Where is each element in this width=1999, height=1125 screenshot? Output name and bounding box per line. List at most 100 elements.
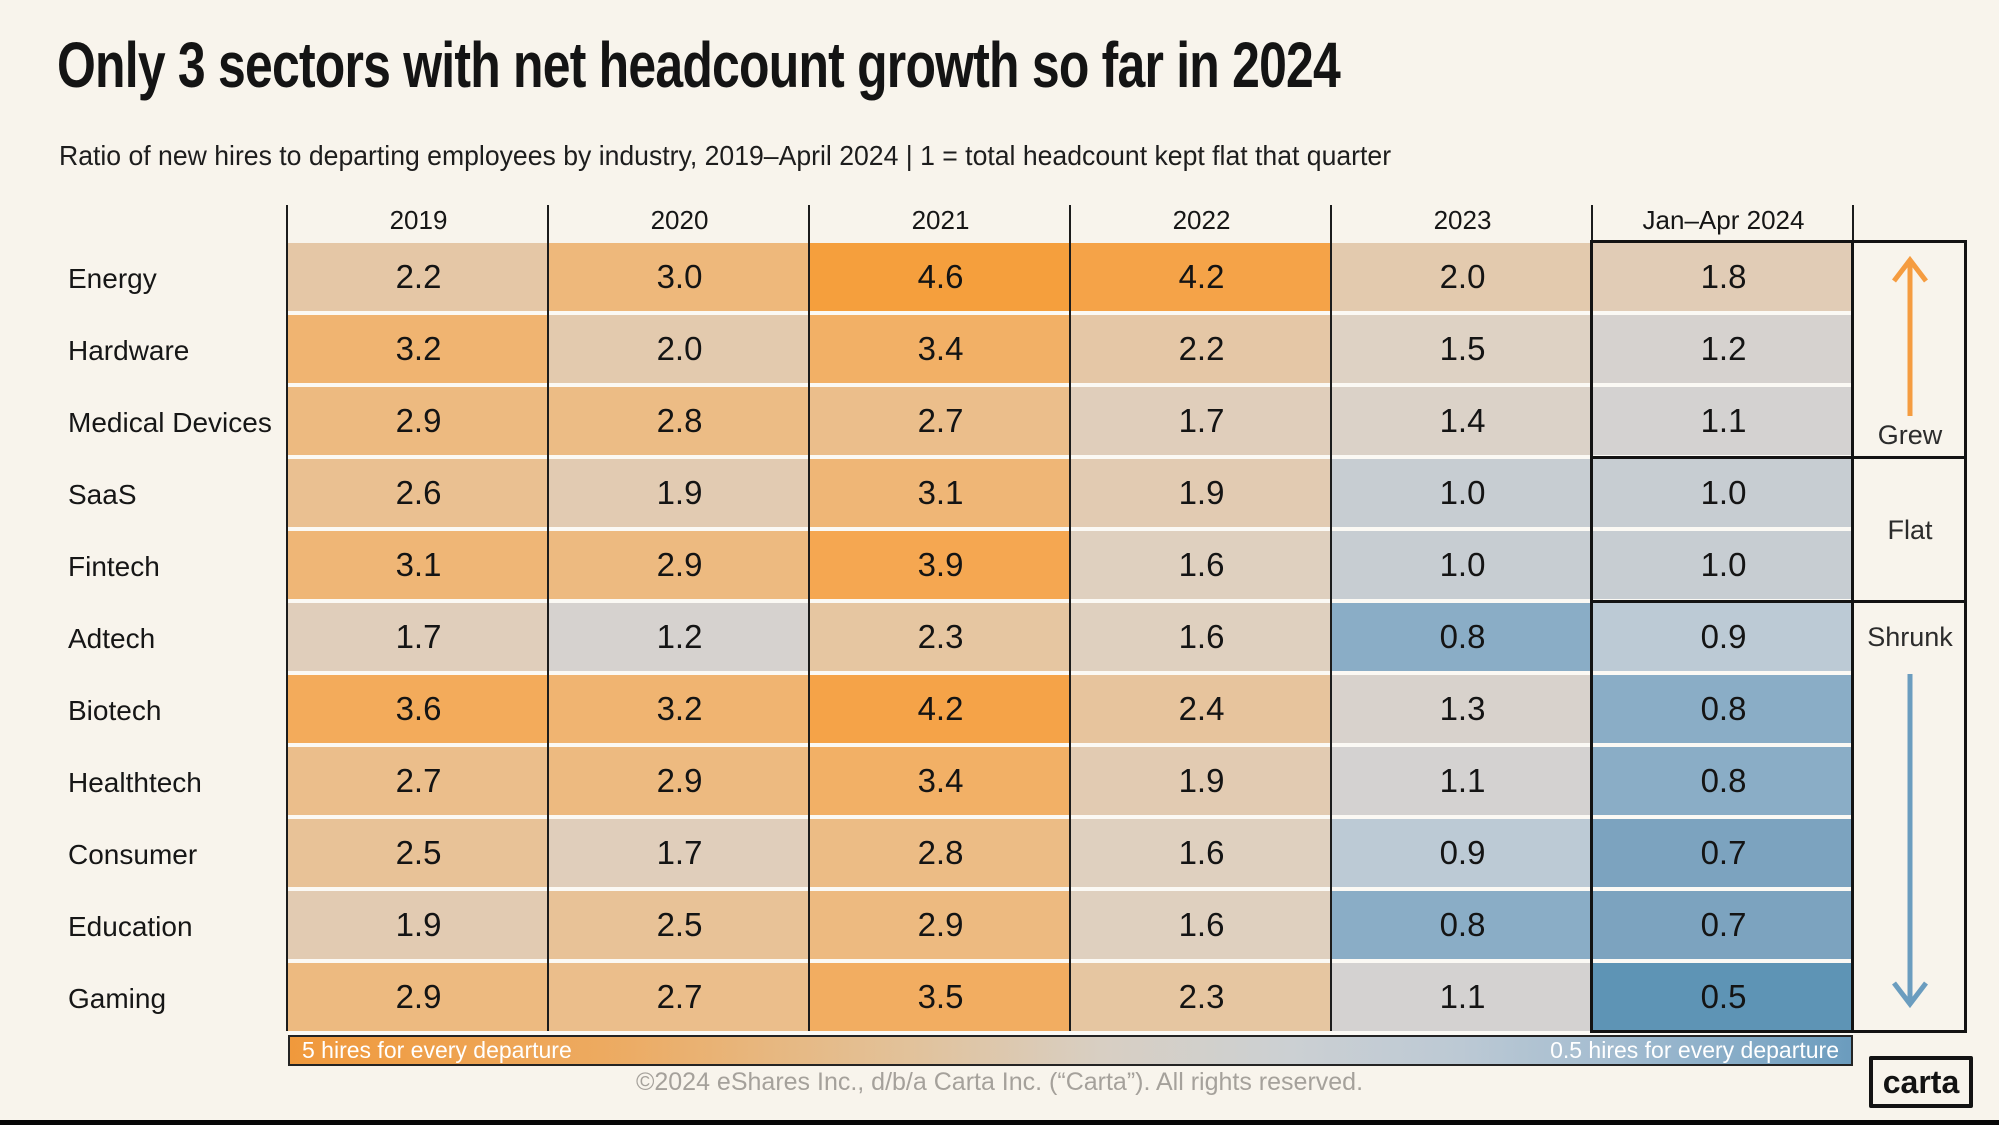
heatmap-cell-adtech-2022: 1.6	[1071, 603, 1332, 675]
heatmap-cell-hardware-2020: 2.0	[549, 315, 810, 387]
row-label-energy: Energy	[68, 263, 157, 294]
heatmap-cell-saas-jan-apr-2024: 1.0	[1593, 459, 1854, 531]
heatmap-cell-education-jan-apr-2024: 0.7	[1593, 891, 1854, 963]
row-label-saas: SaaS	[68, 479, 137, 510]
column-header-2020: 2020	[650, 205, 709, 235]
heatmap-cell-healthtech-jan-apr-2024: 0.8	[1593, 747, 1854, 819]
heatmap-cell-consumer-2019: 2.5	[288, 819, 549, 891]
legend-right-label: 0.5 hires for every departure	[1550, 1037, 1839, 1063]
annotation-column-divider	[1851, 240, 1854, 1033]
heatmap-cell-education-2022: 1.6	[1071, 891, 1332, 963]
grew-up-arrow-icon	[1883, 250, 1937, 423]
bottom-edge-bar	[0, 1120, 1999, 1125]
heatmap-cell-gaming-jan-apr-2024: 0.5	[1593, 963, 1854, 1035]
row-label-medical-devices: Medical Devices	[68, 407, 272, 438]
heatmap-cell-fintech-2021: 3.9	[810, 531, 1071, 603]
heatmap-cell-gaming-2023: 1.1	[1332, 963, 1593, 1035]
column-separator-line	[808, 205, 810, 1031]
heatmap-cell-fintech-jan-apr-2024: 1.0	[1593, 531, 1854, 603]
heatmap-cell-energy-2020: 3.0	[549, 243, 810, 315]
heatmap-cell-saas-2021: 3.1	[810, 459, 1071, 531]
row-label-consumer: Consumer	[68, 839, 198, 870]
copyright-text: ©2024 eShares Inc., d/b/a Carta Inc. (“C…	[635, 1068, 1364, 1096]
heatmap-cell-energy-2023: 2.0	[1332, 243, 1593, 315]
heatmap-cell-biotech-2022: 2.4	[1071, 675, 1332, 747]
color-scale-legend: 5 hires for every departure 0.5 hires fo…	[288, 1035, 1853, 1066]
heatmap-table: 2019 2020 2021 2022 2023 Jan–Apr 2024 Energy 2.…	[30, 202, 1966, 1035]
heatmap-cell-consumer-jan-apr-2024: 0.7	[1593, 819, 1854, 891]
carta-logo: carta	[1869, 1056, 1973, 1108]
heatmap-cell-healthtech-2023: 1.1	[1332, 747, 1593, 819]
heatmap-cell-saas-2022: 1.9	[1071, 459, 1332, 531]
heatmap-cell-healthtech-2021: 3.4	[810, 747, 1071, 819]
heatmap-cell-adtech-jan-apr-2024: 0.9	[1593, 603, 1854, 675]
heatmap-cell-fintech-2022: 1.6	[1071, 531, 1332, 603]
heatmap-cell-hardware-2022: 2.2	[1071, 315, 1332, 387]
column-header-2022: 2022	[1172, 205, 1231, 235]
column-header-2019: 2019	[389, 205, 448, 235]
column-separator-line	[286, 205, 288, 1031]
heatmap-cell-energy-2021: 4.6	[810, 243, 1071, 315]
row-label-biotech: Biotech	[68, 695, 162, 726]
heatmap-cell-adtech-2023: 0.8	[1332, 603, 1593, 675]
shrunk-down-arrow-icon	[1883, 672, 1937, 1017]
heatmap-cell-adtech-2020: 1.2	[549, 603, 810, 675]
heatmap-cell-saas-2019: 2.6	[288, 459, 549, 531]
table-corner-spacer	[30, 202, 288, 243]
group-label-grew: Grew	[1877, 420, 1943, 450]
legend-left-label: 5 hires for every departure	[302, 1037, 572, 1063]
heatmap-cell-education-2023: 0.8	[1332, 891, 1593, 963]
heatmap-cell-medical-devices-2019: 2.9	[288, 387, 549, 459]
heatmap-cell-medical-devices-2022: 1.7	[1071, 387, 1332, 459]
heatmap-cell-healthtech-2019: 2.7	[288, 747, 549, 819]
column-header-jan-apr-2024: Jan–Apr 2024	[1642, 205, 1805, 235]
column-separator-line	[1069, 205, 1071, 1031]
heatmap-cell-biotech-2019: 3.6	[288, 675, 549, 747]
annotation-header-spacer	[1854, 202, 1966, 243]
heatmap-cell-education-2019: 1.9	[288, 891, 549, 963]
heatmap-cell-gaming-2022: 2.3	[1071, 963, 1332, 1035]
heatmap-cell-consumer-2021: 2.8	[810, 819, 1071, 891]
heatmap-cell-fintech-2023: 1.0	[1332, 531, 1593, 603]
heatmap-cell-education-2021: 2.9	[810, 891, 1071, 963]
heatmap-cell-adtech-2021: 2.3	[810, 603, 1071, 675]
column-separator-line	[1330, 205, 1332, 1031]
group-label-flat: Flat	[1887, 515, 1933, 545]
heatmap-cell-hardware-2021: 3.4	[810, 315, 1071, 387]
heatmap-cell-hardware-2019: 3.2	[288, 315, 549, 387]
heatmap-cell-consumer-2020: 1.7	[549, 819, 810, 891]
heatmap-cell-fintech-2019: 3.1	[288, 531, 549, 603]
heatmap-cell-consumer-2022: 1.6	[1071, 819, 1332, 891]
heatmap-cell-consumer-2023: 0.9	[1332, 819, 1593, 891]
heatmap-cell-biotech-2021: 4.2	[810, 675, 1071, 747]
heatmap-cell-saas-2020: 1.9	[549, 459, 810, 531]
group-label-shrunk: Shrunk	[1867, 622, 1953, 652]
heatmap-cell-energy-2022: 4.2	[1071, 243, 1332, 315]
heatmap-cell-biotech-jan-apr-2024: 0.8	[1593, 675, 1854, 747]
heatmap-cell-biotech-2023: 1.3	[1332, 675, 1593, 747]
page-title: Only 3 sectors with net headcount growth…	[57, 29, 1341, 101]
heatmap-cell-gaming-2020: 2.7	[549, 963, 810, 1035]
row-label-education: Education	[68, 911, 193, 942]
row-label-hardware: Hardware	[68, 335, 190, 366]
heatmap-cell-gaming-2019: 2.9	[288, 963, 549, 1035]
column-separator-line	[1591, 205, 1593, 1031]
heatmap-cell-medical-devices-2021: 2.7	[810, 387, 1071, 459]
row-label-healthtech: Healthtech	[68, 767, 202, 798]
heatmap-cell-adtech-2019: 1.7	[288, 603, 549, 675]
heatmap-cell-medical-devices-jan-apr-2024: 1.1	[1593, 387, 1854, 459]
heatmap-cell-medical-devices-2020: 2.8	[549, 387, 810, 459]
heatmap-cell-education-2020: 2.5	[549, 891, 810, 963]
column-header-2023: 2023	[1433, 205, 1492, 235]
page-subtitle: Ratio of new hires to departing employee…	[59, 140, 1392, 171]
heatmap-cell-medical-devices-2023: 1.4	[1332, 387, 1593, 459]
heatmap-cell-energy-jan-apr-2024: 1.8	[1593, 243, 1854, 315]
heatmap-cell-gaming-2021: 3.5	[810, 963, 1071, 1035]
heatmap-cell-healthtech-2022: 1.9	[1071, 747, 1332, 819]
column-separator-line	[547, 205, 549, 1031]
row-label-gaming: Gaming	[68, 983, 167, 1014]
heatmap-cell-energy-2019: 2.2	[288, 243, 549, 315]
row-label-adtech: Adtech	[68, 623, 156, 654]
heatmap-cell-saas-2023: 1.0	[1332, 459, 1593, 531]
